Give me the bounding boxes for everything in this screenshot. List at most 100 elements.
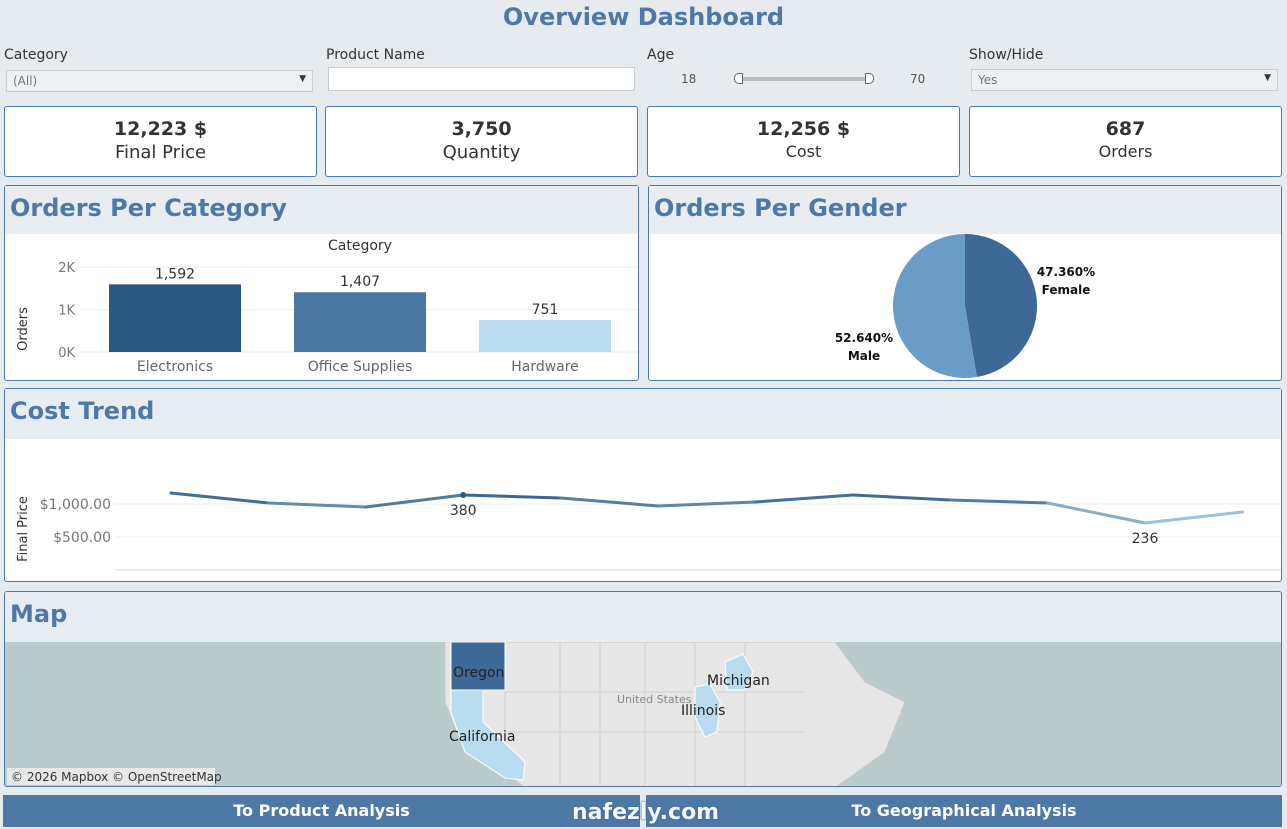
kpi-label: Orders [1098, 142, 1153, 161]
state-california[interactable] [450, 689, 526, 781]
x-tick-label: October [1020, 580, 1076, 581]
category-dropdown[interactable]: (All) ▼ [6, 70, 313, 92]
kpi-label: Cost [785, 142, 822, 161]
show-hide-value: Yes [978, 73, 998, 87]
kpi-quantity: 3,750 Quantity [325, 106, 638, 177]
x-tick-label: April [447, 580, 479, 581]
age-slider-min-handle[interactable] [734, 73, 743, 84]
product-name-label: Product Name [326, 47, 425, 63]
line-segment [753, 493, 855, 504]
line-segment [559, 496, 660, 508]
bar-value-label: 1,407 [340, 274, 380, 290]
line-segment [1046, 501, 1147, 525]
page-title: Overview Dashboard [502, 3, 785, 31]
pie-label-name: Female [1042, 283, 1091, 297]
line-segment [948, 498, 1050, 505]
age-label: Age [647, 47, 675, 63]
kpi-label: Final Price [114, 142, 207, 163]
to-geographical-analysis-button[interactable]: To Geographical Analysis [646, 795, 1282, 827]
y-axis-label: Orders [16, 307, 31, 351]
x-tick-label: July [742, 580, 768, 581]
watermark: nafezly.com [572, 800, 720, 825]
line-segment [364, 493, 465, 509]
pie-slice-male [893, 234, 977, 378]
map-label-country: United States [617, 693, 692, 706]
chevron-down-icon: ▼ [1264, 73, 1271, 83]
state-illinois[interactable] [694, 683, 721, 738]
y-tick-label: $1,000.00 [40, 497, 111, 513]
line-segment [169, 491, 270, 505]
pie-label-value: 52.640% [835, 331, 893, 345]
kpi-value: 687 [1105, 118, 1146, 140]
state-oregon[interactable] [450, 641, 506, 691]
x-tick-label: February [237, 580, 299, 581]
orders-per-category-panel: Orders Per Category Category Orders 0K 1K 2K… [4, 185, 639, 381]
x-tick-label: November [1109, 580, 1182, 581]
kpi-value: 12,256 $ [756, 118, 851, 140]
orders-per-gender-chart: 47.360% Female 52.640% Male [835, 234, 1095, 378]
map-panel: Map Oregon Michigan Illinois California … [4, 591, 1282, 787]
x-tick-label: May [546, 580, 575, 581]
map-attribution[interactable]: © 2026 Mapbox © OpenStreetMap [11, 770, 222, 784]
x-tick-label: Hardware [511, 359, 579, 375]
category-value: (All) [13, 74, 38, 88]
x-tick-label: January [143, 580, 197, 581]
x-tick-label: June [642, 580, 674, 581]
data-point-april [460, 492, 467, 499]
x-tick-label: December [1206, 580, 1279, 581]
kpi-final-price: 12,223 $ Final Price [4, 106, 317, 177]
bar-value-label: 1,592 [155, 266, 195, 282]
chart-title: Category [328, 238, 392, 254]
x-tick-label: Office Supplies [308, 359, 413, 375]
x-tick-label: Electronics [137, 359, 213, 375]
us-map[interactable]: Oregon Michigan Illinois California Unit… [5, 641, 1281, 787]
bar-hardware [479, 320, 611, 352]
line-segment [461, 493, 563, 500]
y-axis-label: Final Price [16, 496, 31, 562]
kpi-value: 3,750 [451, 118, 512, 140]
kpi-label: Quantity [442, 142, 521, 163]
data-label: 380 [450, 503, 477, 519]
bar-office-supplies [294, 292, 426, 352]
data-label: 236 [1132, 531, 1159, 547]
age-slider-track[interactable] [738, 77, 870, 81]
x-tick-label: September [912, 580, 990, 581]
line-segment [1143, 510, 1244, 525]
bar-electronics [109, 284, 241, 352]
bar-value-label: 751 [532, 302, 559, 318]
map-label-illinois: Illinois [681, 703, 725, 719]
state-michigan[interactable] [724, 653, 754, 691]
panel-title: Orders Per Gender [649, 186, 1281, 234]
map-label-california: California [449, 729, 515, 745]
pie-label-value: 47.360% [1037, 265, 1095, 279]
show-hide-label: Show/Hide [969, 47, 1044, 63]
line-segment [851, 493, 952, 502]
panel-title: Orders Per Category [5, 186, 638, 234]
y-tick-label: 1K [58, 304, 75, 319]
panel-title: Map [5, 592, 1281, 642]
category-filter-label: Category [4, 47, 68, 63]
line-segment [656, 500, 757, 508]
product-name-input[interactable] [328, 67, 635, 91]
orders-per-category-chart: Category Orders 0K 1K 2K 1,592 Electronics 1,40… [16, 238, 638, 375]
chevron-down-icon: ▼ [299, 74, 306, 84]
orders-per-gender-panel: Orders Per Gender 47.360% Female 52.640% Ma… [648, 185, 1282, 381]
pie-label-name: Male [848, 349, 880, 363]
age-slider-max-handle[interactable] [865, 73, 874, 84]
cost-trend-panel: Cost Trend $500.00 $1,000.00 Final Price Ja… [4, 388, 1282, 624]
map-label-oregon: Oregon [453, 665, 504, 681]
map-label-michigan: Michigan [707, 673, 770, 689]
kpi-value: 12,223 $ [113, 118, 208, 140]
y-tick-label: 2K [58, 261, 75, 276]
cost-trend-chart: $500.00 $1,000.00 Final Price January Februa… [16, 491, 1281, 624]
show-hide-dropdown[interactable]: Yes ▼ [971, 69, 1278, 91]
attribution-bg [7, 768, 215, 785]
kpi-cost: 12,256 $ Cost [647, 106, 960, 177]
x-tick-label: March [344, 580, 387, 581]
pie-slice-female [965, 234, 1037, 378]
kpi-orders: 687 Orders [969, 106, 1282, 177]
y-tick-label: $500.00 [53, 530, 111, 546]
to-product-analysis-button[interactable]: To Product Analysis [3, 795, 640, 827]
age-min: 18 [681, 72, 697, 86]
x-tick-label: August [828, 580, 878, 581]
